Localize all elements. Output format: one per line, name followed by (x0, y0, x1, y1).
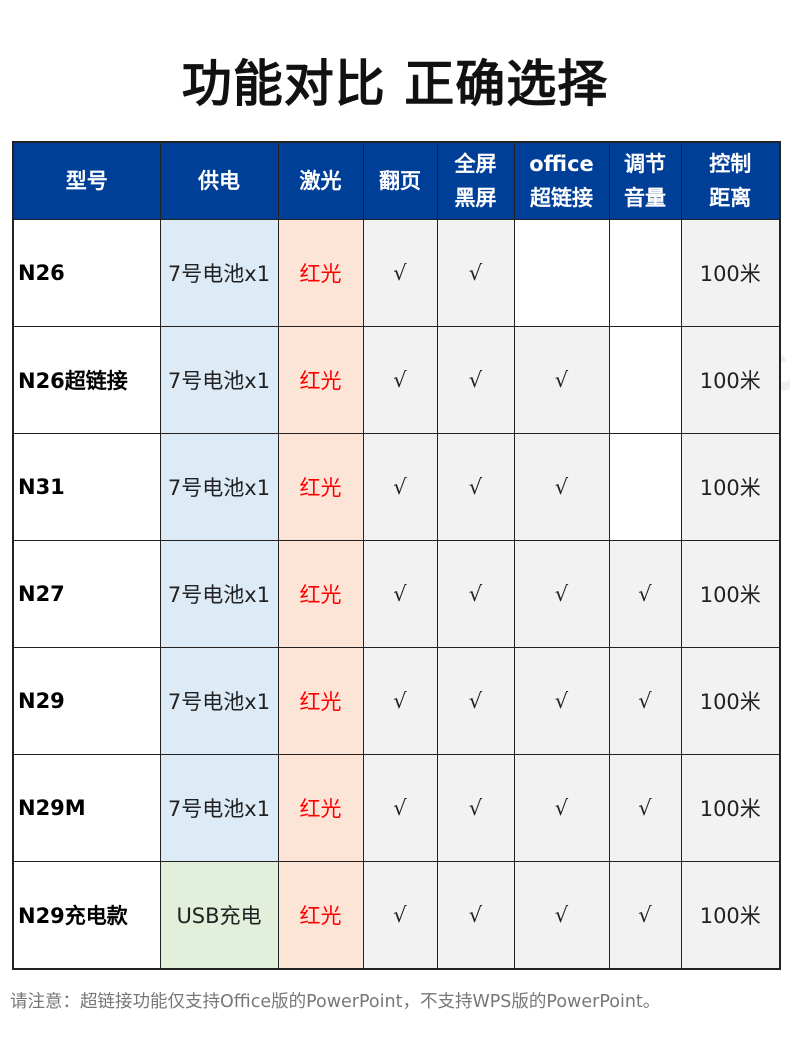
cell-laser: 红光 (277, 326, 364, 434)
cell-page-turn: √ (362, 219, 438, 327)
cell-laser: 红光 (277, 754, 364, 862)
cell-distance: 100米 (680, 219, 781, 327)
cell-model: N29 (12, 647, 161, 755)
table-row: N29M 7号电池x1 红光 √ √ √ √ 100米 (12, 754, 781, 862)
cell-laser: 红光 (277, 861, 364, 970)
cell-black-screen: √ (436, 540, 515, 648)
page-title: 功能对比 正确选择 (181, 55, 609, 113)
cell-page-turn: √ (362, 754, 438, 862)
cell-black-screen: √ (436, 326, 515, 434)
cell-distance: 100米 (680, 861, 781, 970)
cell-distance: 100米 (680, 647, 781, 755)
cell-office-hyperlink: √ (513, 754, 610, 862)
header-laser: 激光 (277, 141, 364, 220)
table-row: N31 7号电池x1 红光 √ √ √ 100米 (12, 433, 781, 541)
cell-model: N29M (12, 754, 161, 862)
cell-black-screen: √ (436, 433, 515, 541)
cell-black-screen: √ (436, 219, 515, 327)
cell-model: N26超链接 (12, 326, 161, 434)
header-distance: 控制 距离 (680, 141, 781, 220)
cell-office-hyperlink: √ (513, 540, 610, 648)
cell-office-hyperlink: √ (513, 326, 610, 434)
cell-volume: √ (608, 540, 682, 648)
cell-page-turn: √ (362, 433, 438, 541)
cell-model: N31 (12, 433, 161, 541)
table-header-row: 型号 供电 激光 翻页 全屏 黑屏 office 超链接 调节 音量 控制 距离 (12, 141, 781, 220)
cell-model: N29充电款 (12, 861, 161, 970)
cell-volume (608, 433, 682, 541)
header-page-turn: 翻页 (362, 141, 438, 220)
table-row: N26超链接 7号电池x1 红光 √ √ √ 100米 (12, 326, 781, 434)
cell-black-screen: √ (436, 861, 515, 970)
cell-office-hyperlink: √ (513, 433, 610, 541)
cell-distance: 100米 (680, 754, 781, 862)
cell-power: 7号电池x1 (159, 754, 279, 862)
cell-distance: 100米 (680, 326, 781, 434)
cell-volume (608, 219, 682, 327)
cell-page-turn: √ (362, 540, 438, 648)
cell-volume: √ (608, 861, 682, 970)
cell-distance: 100米 (680, 540, 781, 648)
table-row: N29 7号电池x1 红光 √ √ √ √ 100米 (12, 647, 781, 755)
cell-power: 7号电池x1 (159, 647, 279, 755)
cell-volume: √ (608, 754, 682, 862)
cell-laser: 红光 (277, 219, 364, 327)
cell-page-turn: √ (362, 326, 438, 434)
cell-office-hyperlink (513, 219, 610, 327)
cell-model: N27 (12, 540, 161, 648)
header-volume: 调节 音量 (608, 141, 682, 220)
cell-laser: 红光 (277, 647, 364, 755)
cell-page-turn: √ (362, 647, 438, 755)
cell-power: 7号电池x1 (159, 540, 279, 648)
table-row: N26 7号电池x1 红光 √ √ 100米 (12, 219, 781, 327)
cell-office-hyperlink: √ (513, 647, 610, 755)
cell-power: 7号电池x1 (159, 433, 279, 541)
cell-power: 7号电池x1 (159, 326, 279, 434)
header-model: 型号 (12, 141, 161, 220)
table-row: N27 7号电池x1 红光 √ √ √ √ 100米 (12, 540, 781, 648)
table-row: N29充电款 USB充电 红光 √ √ √ √ 100米 (12, 861, 781, 970)
cell-volume: √ (608, 647, 682, 755)
cell-black-screen: √ (436, 754, 515, 862)
cell-black-screen: √ (436, 647, 515, 755)
header-office-hyperlink: office 超链接 (513, 141, 610, 220)
footnote: 请注意：超链接功能仅支持Office版的PowerPoint，不支持WPS版的P… (10, 992, 661, 1012)
cell-page-turn: √ (362, 861, 438, 970)
cell-laser: 红光 (277, 433, 364, 541)
cell-laser: 红光 (277, 540, 364, 648)
cell-model: N26 (12, 219, 161, 327)
cell-distance: 100米 (680, 433, 781, 541)
header-black-screen: 全屏 黑屏 (436, 141, 515, 220)
cell-power: USB充电 (159, 861, 279, 970)
cell-volume (608, 326, 682, 434)
cell-office-hyperlink: √ (513, 861, 610, 970)
cell-power: 7号电池x1 (159, 219, 279, 327)
header-power: 供电 (159, 141, 279, 220)
comparison-table: 型号 供电 激光 翻页 全屏 黑屏 office 超链接 调节 音量 控制 距离 N26 7号电… (12, 141, 781, 970)
